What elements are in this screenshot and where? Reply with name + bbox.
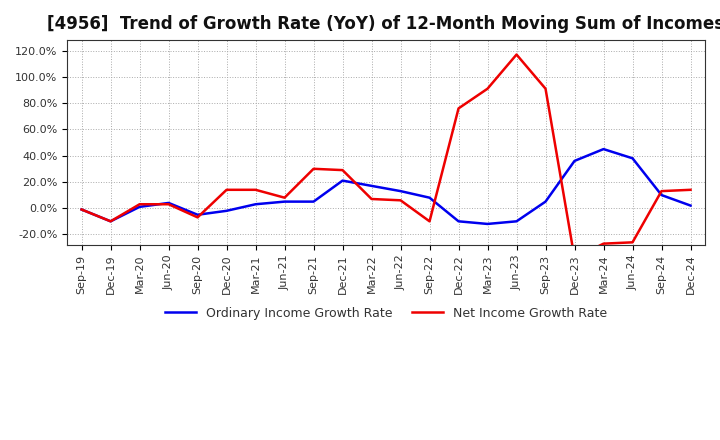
Ordinary Income Growth Rate	[628, 156, 636, 161]
Ordinary Income Growth Rate	[77, 207, 86, 212]
Ordinary Income Growth Rate	[280, 199, 289, 204]
Net Income Growth Rate	[426, 219, 434, 224]
Net Income Growth Rate	[657, 188, 666, 194]
Ordinary Income Growth Rate	[599, 147, 608, 152]
Net Income Growth Rate	[570, 256, 579, 261]
Net Income Growth Rate	[541, 86, 550, 92]
Ordinary Income Growth Rate	[512, 219, 521, 224]
Ordinary Income Growth Rate	[367, 183, 376, 188]
Line: Ordinary Income Growth Rate: Ordinary Income Growth Rate	[81, 149, 690, 224]
Ordinary Income Growth Rate	[135, 204, 144, 209]
Net Income Growth Rate	[338, 168, 347, 173]
Net Income Growth Rate	[77, 207, 86, 212]
Ordinary Income Growth Rate	[222, 208, 231, 213]
Ordinary Income Growth Rate	[309, 199, 318, 204]
Ordinary Income Growth Rate	[454, 219, 463, 224]
Ordinary Income Growth Rate	[483, 221, 492, 227]
Ordinary Income Growth Rate	[193, 212, 202, 217]
Net Income Growth Rate	[309, 166, 318, 172]
Legend: Ordinary Income Growth Rate, Net Income Growth Rate: Ordinary Income Growth Rate, Net Income …	[160, 302, 612, 325]
Title: [4956]  Trend of Growth Rate (YoY) of 12-Month Moving Sum of Incomes: [4956] Trend of Growth Rate (YoY) of 12-…	[48, 15, 720, 33]
Net Income Growth Rate	[107, 219, 115, 224]
Net Income Growth Rate	[599, 241, 608, 246]
Net Income Growth Rate	[193, 215, 202, 220]
Ordinary Income Growth Rate	[164, 200, 173, 205]
Ordinary Income Growth Rate	[570, 158, 579, 164]
Ordinary Income Growth Rate	[426, 195, 434, 200]
Ordinary Income Growth Rate	[657, 192, 666, 198]
Ordinary Income Growth Rate	[541, 199, 550, 204]
Net Income Growth Rate	[251, 187, 260, 192]
Line: Net Income Growth Rate: Net Income Growth Rate	[81, 55, 690, 258]
Ordinary Income Growth Rate	[107, 219, 115, 224]
Net Income Growth Rate	[164, 202, 173, 207]
Net Income Growth Rate	[280, 195, 289, 200]
Ordinary Income Growth Rate	[396, 188, 405, 194]
Net Income Growth Rate	[222, 187, 231, 192]
Net Income Growth Rate	[628, 240, 636, 245]
Net Income Growth Rate	[135, 202, 144, 207]
Net Income Growth Rate	[483, 86, 492, 92]
Net Income Growth Rate	[512, 52, 521, 57]
Ordinary Income Growth Rate	[338, 178, 347, 183]
Ordinary Income Growth Rate	[686, 203, 695, 208]
Net Income Growth Rate	[367, 196, 376, 202]
Net Income Growth Rate	[686, 187, 695, 192]
Ordinary Income Growth Rate	[251, 202, 260, 207]
Net Income Growth Rate	[396, 198, 405, 203]
Net Income Growth Rate	[454, 106, 463, 111]
